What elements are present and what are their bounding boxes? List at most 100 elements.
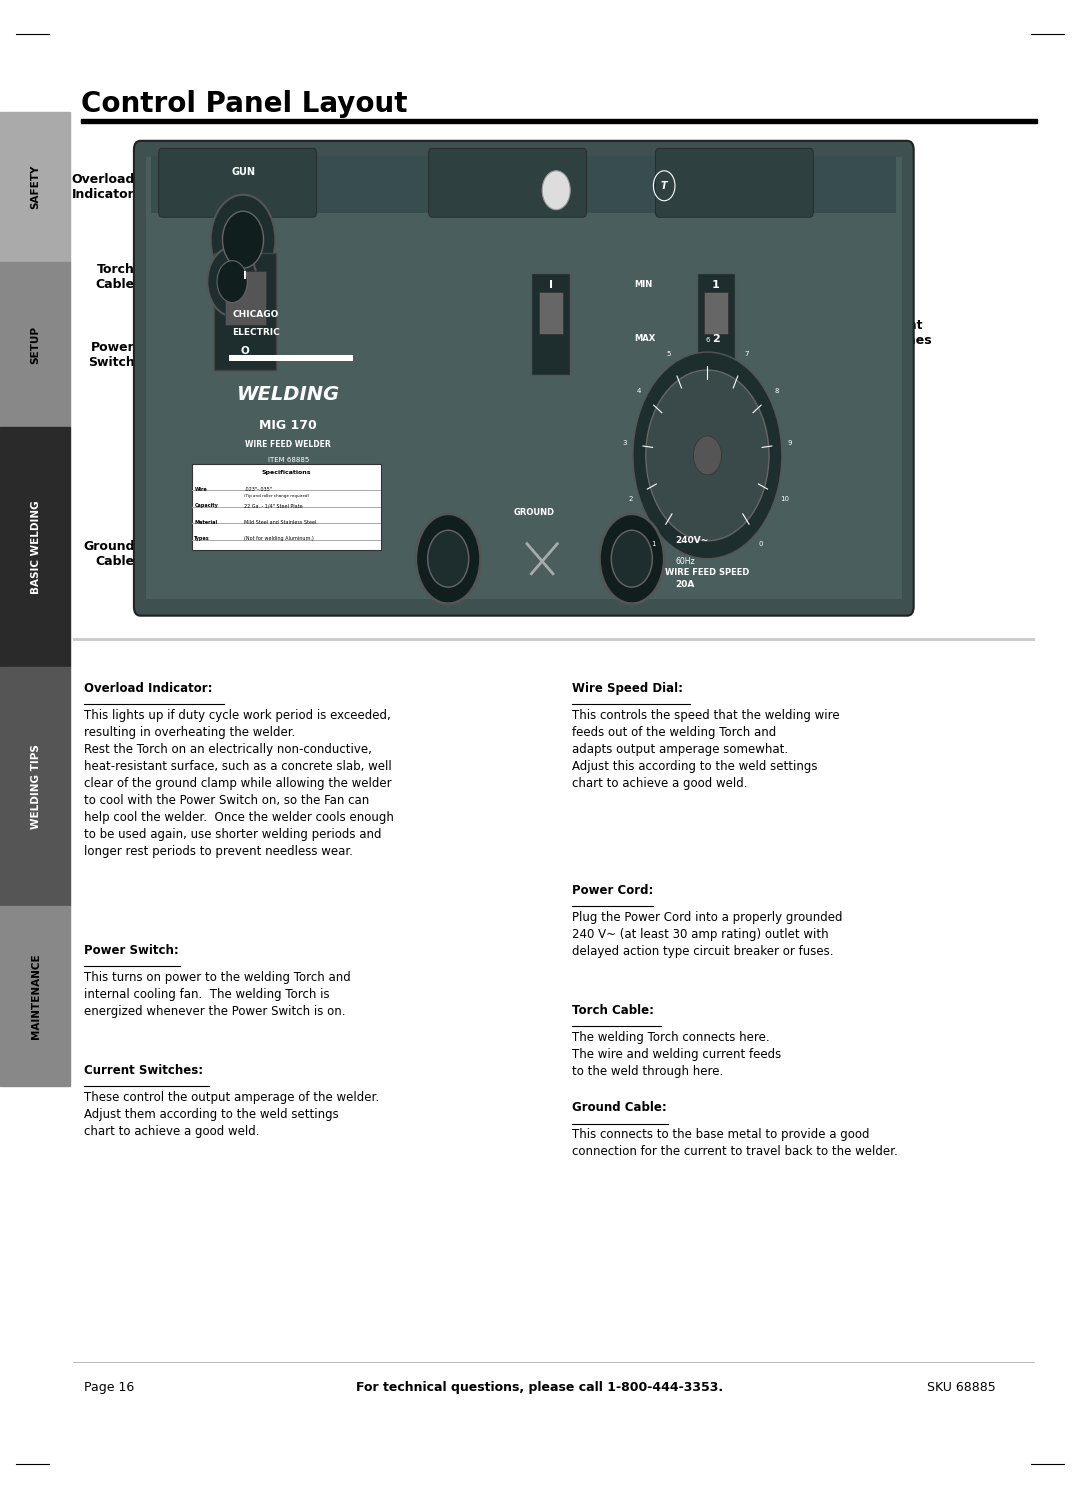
Bar	[531, 273, 570, 374]
Bar	[225, 271, 266, 325]
Text: BASIC WELDING: BASIC WELDING	[30, 500, 41, 593]
Text: Wire Speed Dial:: Wire Speed Dial:	[572, 682, 684, 695]
Text: Power
Switch: Power Switch	[89, 342, 135, 369]
Bar	[704, 292, 728, 334]
Text: MIN: MIN	[634, 280, 652, 289]
Text: T: T	[661, 181, 667, 190]
Circle shape	[542, 171, 570, 210]
Text: SAFETY: SAFETY	[30, 165, 41, 210]
FancyBboxPatch shape	[134, 141, 914, 616]
Text: Specifications: Specifications	[262, 470, 311, 475]
Text: Control Panel Layout: Control Panel Layout	[81, 90, 407, 118]
Text: 9: 9	[787, 440, 793, 446]
Text: 20A: 20A	[675, 580, 694, 589]
Text: This turns on power to the welding Torch and
internal cooling fan.  The welding : This turns on power to the welding Torch…	[84, 971, 351, 1017]
Text: Torch
Cable: Torch Cable	[96, 264, 135, 291]
Circle shape	[646, 370, 769, 541]
Text: 10: 10	[780, 496, 789, 502]
Text: Current
Switches: Current Switches	[869, 319, 932, 346]
Bar	[146, 157, 902, 599]
Text: MAX: MAX	[634, 334, 656, 343]
Bar	[0, 112, 70, 262]
Circle shape	[222, 211, 264, 268]
Text: 2: 2	[629, 496, 633, 502]
Circle shape	[693, 436, 721, 475]
Text: Plug the Power Cord into a properly grounded
240 V~ (at least 30 amp rating) out: Plug the Power Cord into a properly grou…	[572, 911, 842, 957]
Text: .023"-.035": .023"-.035"	[244, 487, 272, 491]
Circle shape	[611, 530, 652, 587]
Text: Material: Material	[194, 520, 217, 524]
Bar	[0, 667, 70, 906]
Text: WIRE FEED SPEED: WIRE FEED SPEED	[665, 568, 750, 577]
Text: Types: Types	[194, 536, 210, 541]
Circle shape	[599, 514, 664, 604]
Text: Capacity: Capacity	[194, 503, 218, 508]
Text: Wire: Wire	[194, 487, 207, 491]
Bar	[151, 156, 896, 213]
FancyBboxPatch shape	[429, 148, 586, 217]
Text: WELDING TIPS: WELDING TIPS	[30, 745, 41, 828]
Text: This connects to the base metal to provide a good
connection for the current to : This connects to the base metal to provi…	[572, 1128, 899, 1158]
Bar	[192, 464, 381, 550]
Text: SKU 68885: SKU 68885	[927, 1381, 996, 1393]
Text: Wire
Speed
Dial: Wire Speed Dial	[869, 424, 914, 466]
Text: MIG 170: MIG 170	[259, 419, 318, 433]
Text: 1: 1	[712, 280, 720, 289]
Text: 4: 4	[636, 388, 640, 394]
Text: (Tip and roller change required): (Tip and roller change required)	[244, 494, 309, 499]
FancyBboxPatch shape	[159, 148, 316, 217]
Bar	[539, 292, 563, 334]
Circle shape	[211, 195, 275, 285]
Bar	[229, 355, 353, 361]
Circle shape	[428, 530, 469, 587]
Text: Mild Steel and Stainless Steel: Mild Steel and Stainless Steel	[244, 520, 316, 524]
Text: 7: 7	[744, 351, 748, 357]
Text: For technical questions, please call 1-800-444-3353.: For technical questions, please call 1-8…	[356, 1381, 724, 1393]
Text: SETUP: SETUP	[30, 325, 41, 364]
Bar	[0, 262, 70, 427]
Circle shape	[207, 247, 257, 316]
Text: Power
Cord: Power Cord	[869, 541, 914, 568]
Bar	[81, 120, 1037, 123]
Text: Torch Cable:: Torch Cable:	[572, 1004, 654, 1017]
Text: Current Switches:: Current Switches:	[84, 1064, 203, 1077]
Text: This lights up if duty cycle work period is exceeded,
resulting in overheating t: This lights up if duty cycle work period…	[84, 709, 394, 857]
Text: Power Switch:: Power Switch:	[84, 944, 179, 957]
FancyBboxPatch shape	[656, 148, 813, 217]
Text: 3: 3	[622, 440, 627, 446]
Text: Ground
Cable: Ground Cable	[83, 541, 135, 568]
Text: O: O	[241, 346, 249, 355]
Text: 1: 1	[651, 541, 657, 547]
Text: 2: 2	[712, 334, 720, 343]
Text: Power Cord:: Power Cord:	[572, 884, 653, 897]
Text: 60Hz: 60Hz	[675, 557, 694, 566]
Text: GUN: GUN	[231, 166, 255, 177]
Text: ELECTRIC: ELECTRIC	[232, 328, 280, 337]
Text: The welding Torch connects here.
The wire and welding current feeds
to the weld : The welding Torch connects here. The wir…	[572, 1031, 782, 1077]
Text: These control the output amperage of the welder.
Adjust them according to the we: These control the output amperage of the…	[84, 1091, 379, 1137]
Circle shape	[416, 514, 481, 604]
Text: Page 16: Page 16	[84, 1381, 135, 1393]
Text: 6: 6	[705, 337, 710, 343]
Bar	[0, 427, 70, 667]
Bar	[0, 906, 70, 1086]
Text: 22 Ga. - 1/4" Steel Plate: 22 Ga. - 1/4" Steel Plate	[244, 503, 302, 508]
Text: WIRE FEED WELDER: WIRE FEED WELDER	[245, 440, 332, 449]
Text: 5: 5	[666, 351, 671, 357]
Text: WELDING: WELDING	[237, 385, 340, 404]
Text: I: I	[549, 280, 553, 289]
Text: GROUND: GROUND	[514, 508, 555, 517]
Text: 240V~: 240V~	[675, 536, 708, 545]
Bar	[73, 1362, 1035, 1363]
Text: (Not for welding Aluminum.): (Not for welding Aluminum.)	[244, 536, 314, 541]
Text: I: I	[243, 271, 247, 280]
Text: This controls the speed that the welding wire
feeds out of the welding Torch and: This controls the speed that the welding…	[572, 709, 840, 789]
Text: Overload Indicator:: Overload Indicator:	[84, 682, 213, 695]
Circle shape	[633, 352, 782, 559]
Text: Overload
Indicator: Overload Indicator	[71, 174, 135, 201]
Bar	[73, 638, 1035, 641]
Text: MAINTENANCE: MAINTENANCE	[30, 953, 41, 1040]
Text: CHICAGO: CHICAGO	[232, 310, 279, 319]
Text: Ground Cable:: Ground Cable:	[572, 1101, 667, 1115]
Bar	[214, 253, 276, 370]
